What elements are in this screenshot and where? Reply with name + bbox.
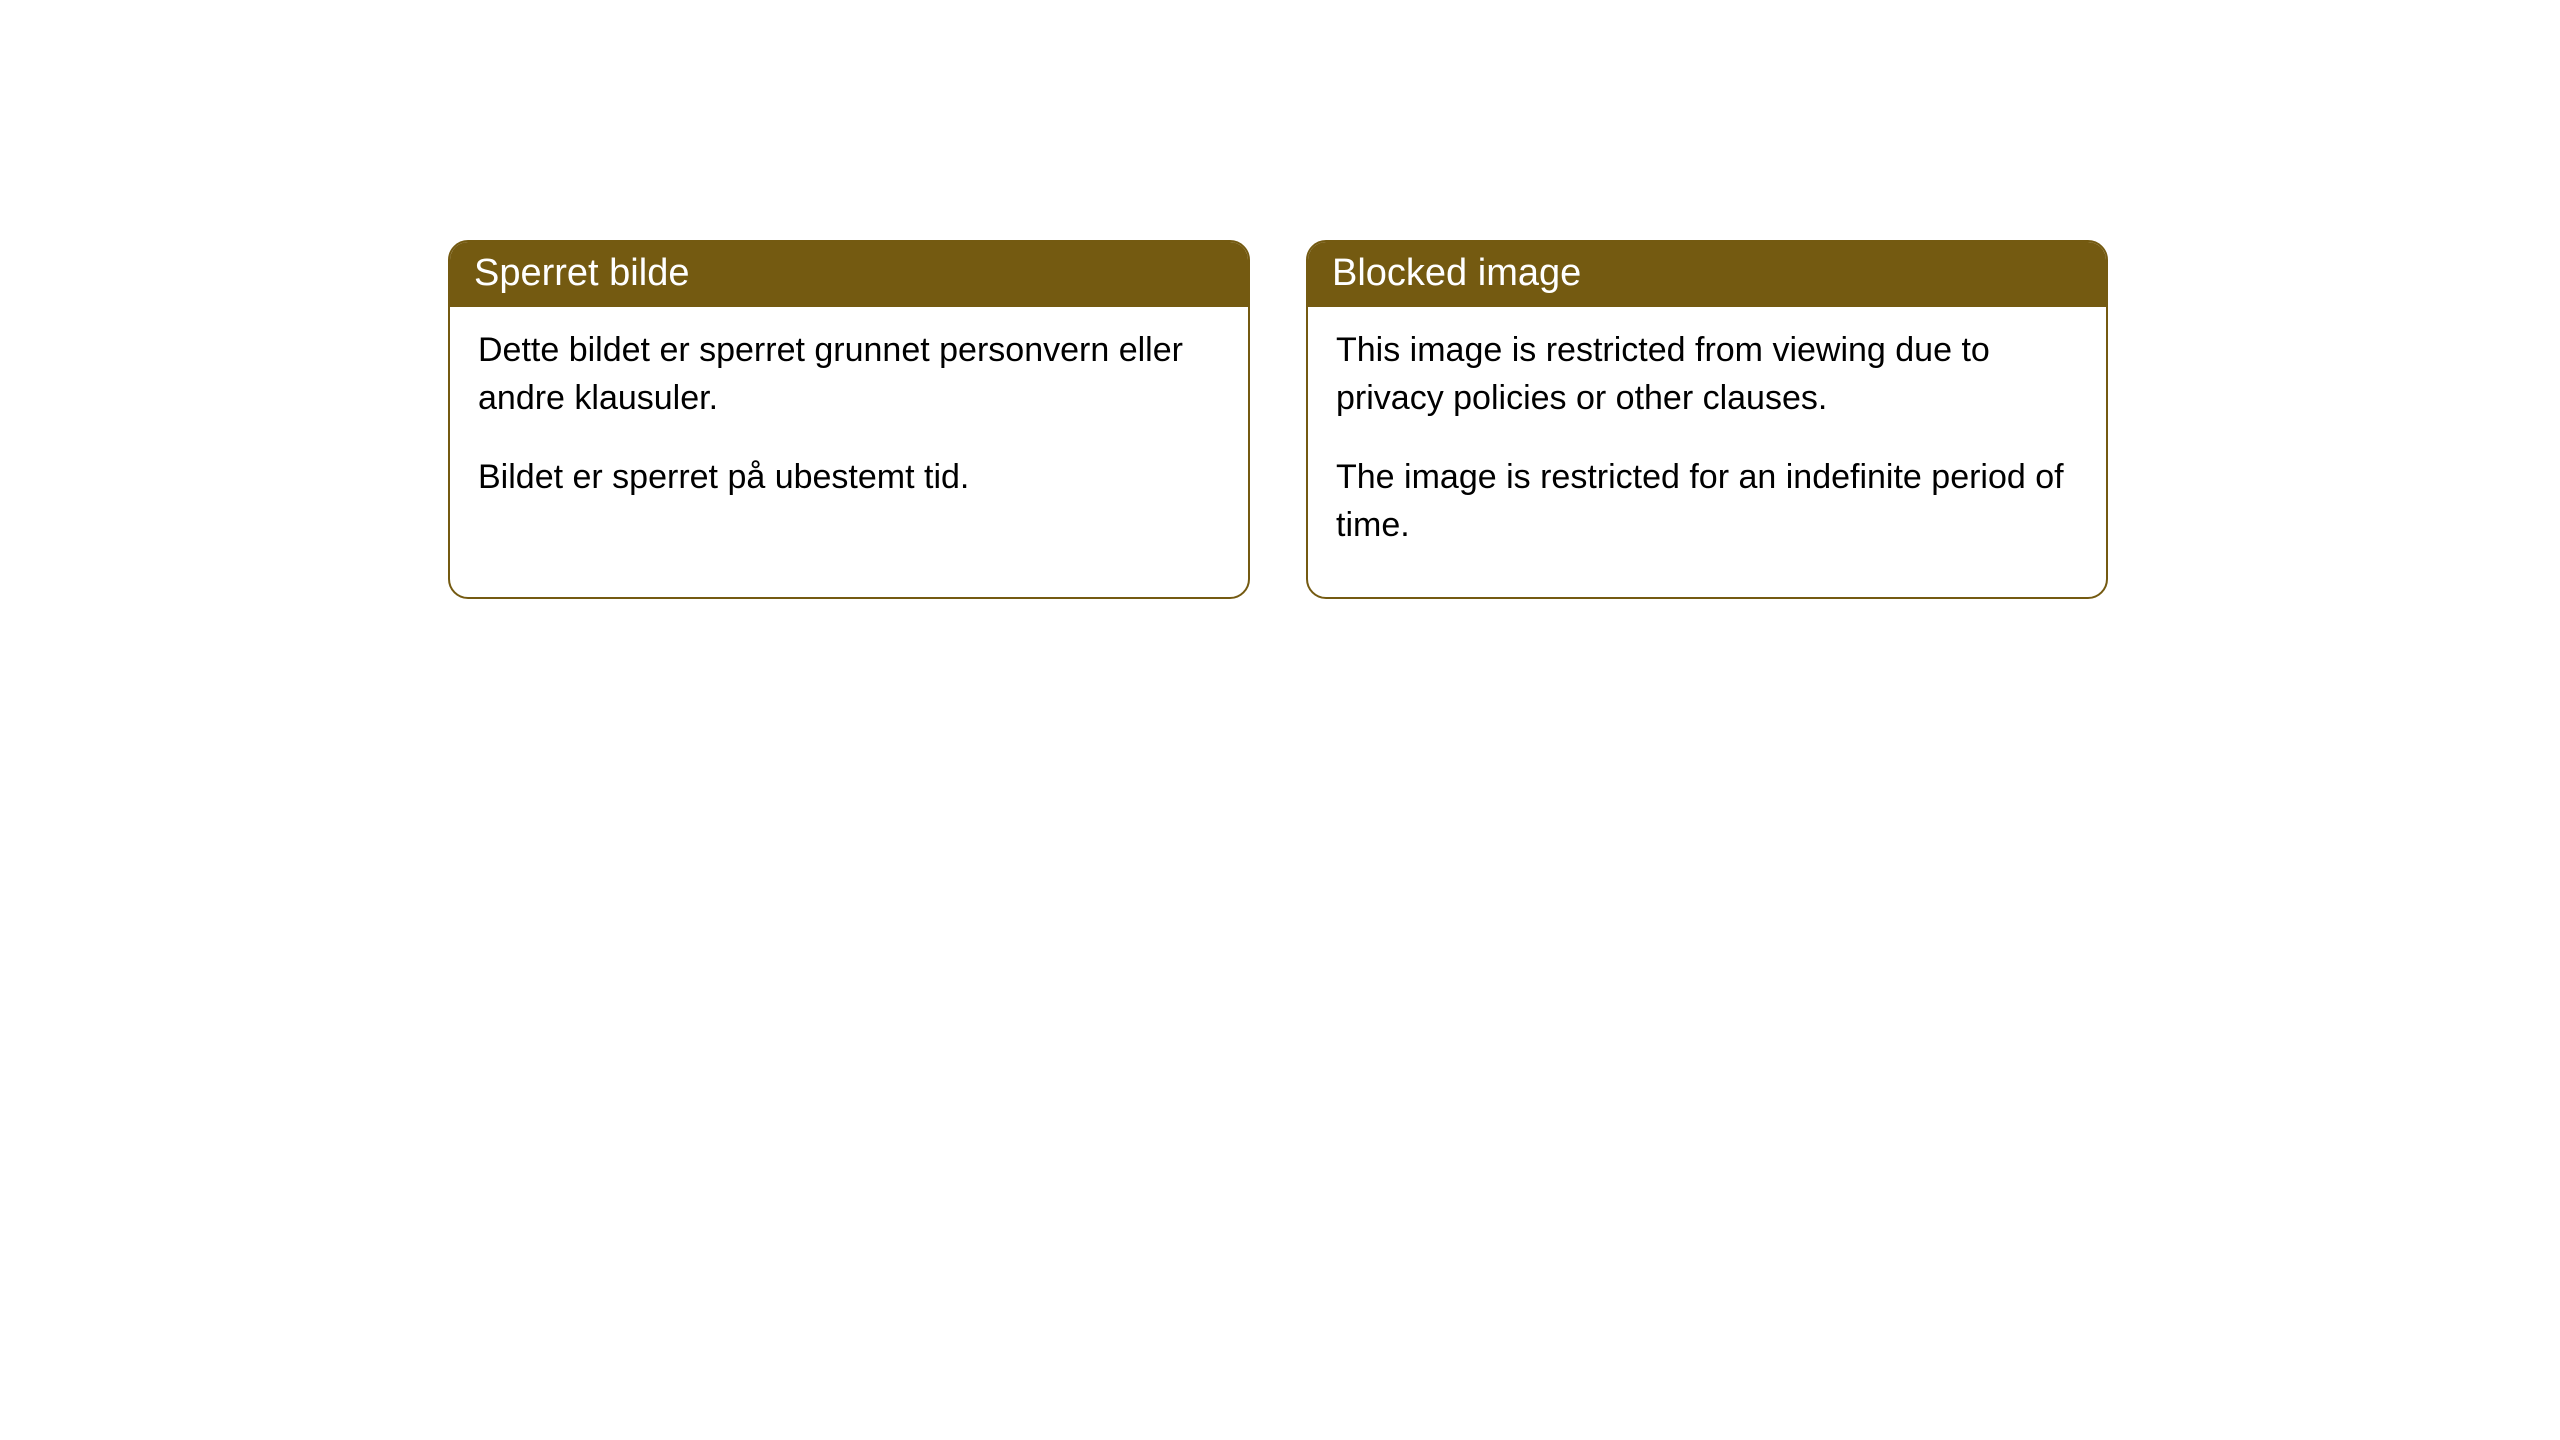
card-header: Blocked image — [1308, 242, 2106, 307]
card-paragraph-1: This image is restricted from viewing du… — [1336, 327, 2078, 422]
card-header: Sperret bilde — [450, 242, 1248, 307]
cards-container: Sperret bilde Dette bildet er sperret gr… — [0, 0, 2560, 599]
card-body: Dette bildet er sperret grunnet personve… — [450, 307, 1248, 550]
card-paragraph-1: Dette bildet er sperret grunnet personve… — [478, 327, 1220, 422]
blocked-image-card-english: Blocked image This image is restricted f… — [1306, 240, 2108, 599]
blocked-image-card-norwegian: Sperret bilde Dette bildet er sperret gr… — [448, 240, 1250, 599]
card-paragraph-2: The image is restricted for an indefinit… — [1336, 454, 2078, 549]
card-body: This image is restricted from viewing du… — [1308, 307, 2106, 597]
card-paragraph-2: Bildet er sperret på ubestemt tid. — [478, 454, 1220, 502]
card-title: Sperret bilde — [474, 252, 689, 294]
card-title: Blocked image — [1332, 252, 1581, 294]
